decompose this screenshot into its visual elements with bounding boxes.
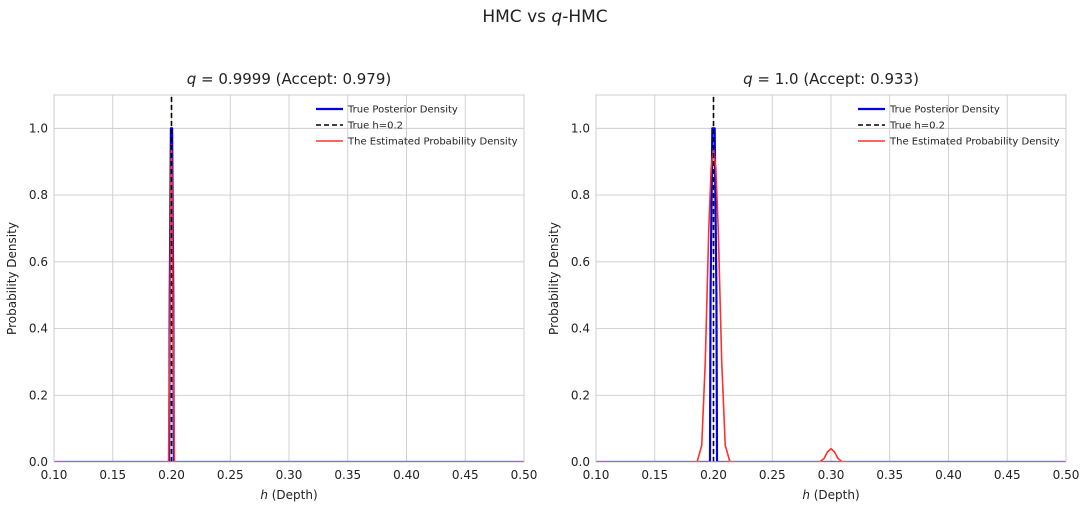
panel-2-legend-label-2: The Estimated Probability Density [889,137,1060,148]
panel-2-ytick-label-0: 0.0 [571,455,590,469]
panel-2-series-2 [596,147,1066,462]
panel-1-ytick-label-1: 0.2 [29,388,48,402]
panel-2-ylabel: Probability Density [547,222,561,335]
panel-2-xtick-label-7: 0.45 [994,468,1021,482]
panel-1-ylabel: Probability Density [5,222,19,335]
panel-1-ytick-label-2: 0.4 [29,322,48,336]
panel-1-ytick-label-3: 0.6 [29,255,48,269]
panel-2-xtick-label-3: 0.25 [759,468,786,482]
panel-2-xtick-label-5: 0.35 [876,468,903,482]
panel-2-ytick-label-1: 0.2 [571,388,590,402]
panel-2-xtick-label-1: 0.15 [641,468,668,482]
panel-2-legend-label-0: True Posterior Density [889,105,1000,116]
panel-1-legend-label-2: The Estimated Probability Density [347,137,518,148]
panel-1-ytick-label-4: 0.8 [29,188,48,202]
panel-1-legend-label-0: True Posterior Density [347,105,458,116]
panel-1-xtick-label-6: 0.40 [393,468,420,482]
panel-1-ytick-label-5: 1.0 [29,121,48,135]
panel-1-title: q = 0.9999 (Accept: 0.979) [186,70,392,88]
panel-2-xtick-label-4: 0.30 [818,468,845,482]
panel-2-ytick-label-3: 0.6 [571,255,590,269]
panel-1-legend-label-1: True h=0.2 [347,121,403,132]
panel-2-xtick-label-0: 0.10 [583,468,610,482]
panel-2-series-0 [596,127,1066,462]
panel-1-xlabel: h (Depth) [260,488,317,502]
panel-1-frame [53,94,525,463]
panel-1-xtick-label-5: 0.35 [334,468,361,482]
panel-2-ytick-label-5: 1.0 [571,121,590,135]
panel-1-series-group [54,95,524,462]
panel-2-frame [595,94,1067,463]
panel-1-xtick-label-1: 0.15 [99,468,126,482]
panel-2-xtick-label-6: 0.40 [935,468,962,482]
panel-2-legend: True Posterior Density True h=0.2 The Esti… [858,105,1060,148]
panel-1-xtick-label-4: 0.30 [276,468,303,482]
panel-2-title: q = 1.0 (Accept: 0.933) [743,70,919,88]
panel-1-legend: True Posterior Density True h=0.2 The Esti… [316,105,518,148]
panel-2-ytick-label-4: 0.8 [571,188,590,202]
panel-1-xtick-label-7: 0.45 [452,468,479,482]
panel-2-series-group [596,95,1066,462]
panel-2-chart: 0.10 0.15 0.20 0.25 0.30 0.35 0.40 0.45 0.50 0.0 0… [547,94,1080,502]
panel-2-legend-label-1: True h=0.2 [889,121,945,132]
panel-2-xtick-label-2: 0.20 [700,468,727,482]
panel-1-xtick-label-2: 0.20 [158,468,185,482]
panel-1-xtick-label-0: 0.10 [41,468,68,482]
panel-1-xtick-label-3: 0.25 [217,468,244,482]
panel-2-xtick-label-8: 0.50 [1053,468,1080,482]
panel-1-chart: 0.10 0.15 0.20 0.25 0.30 0.35 0.40 0.45 0.50 0.0 0… [5,94,538,502]
panel-2-ytick-label-2: 0.4 [571,322,590,336]
panel-2-xlabel: h (Depth) [802,488,859,502]
panel-1-xtick-label-8: 0.50 [511,468,538,482]
figure-suptitle: HMC vs q-HMC [482,7,608,27]
panel-1-ytick-label-0: 0.0 [29,455,48,469]
